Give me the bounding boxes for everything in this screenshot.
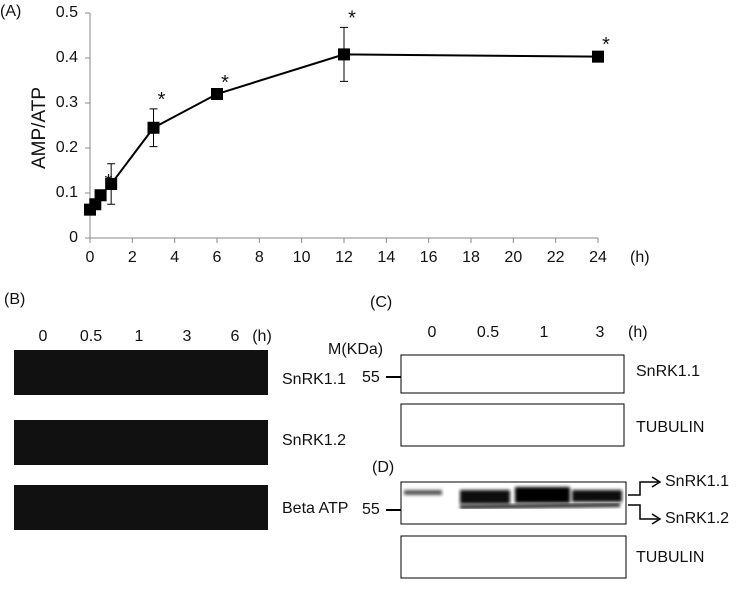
panel-label: (D): [372, 459, 394, 476]
x-tick-label: 6: [213, 249, 222, 266]
y-tick-label: 0.3: [56, 94, 78, 111]
point: [94, 189, 107, 202]
time-label: 6: [231, 328, 240, 345]
row-label: SnRK1.1: [636, 363, 700, 380]
unit-label: (h): [252, 328, 272, 345]
band-label: SnRK1.1: [665, 473, 729, 490]
x-tick-label: 14: [377, 249, 395, 266]
time-label: 3: [183, 328, 192, 345]
unit-label: (h): [628, 324, 648, 341]
time-label: 0.5: [80, 328, 102, 345]
x-tick-label: 22: [547, 249, 565, 266]
marker: 55: [362, 501, 380, 518]
point: [147, 121, 160, 134]
row-label: TUBULIN: [636, 549, 704, 566]
band: [459, 503, 621, 509]
arrow: [628, 481, 658, 520]
marker: 55: [362, 369, 380, 386]
significance: *: [221, 72, 229, 94]
time-label: 0: [428, 324, 437, 341]
time-label: 1: [540, 324, 549, 341]
panel-label: (B): [4, 291, 25, 308]
x-tick-label: 0: [86, 249, 95, 266]
point: [105, 178, 118, 190]
band-label: SnRK1.2: [665, 510, 729, 527]
gel: [14, 350, 268, 395]
y-tick-label: 0.5: [56, 4, 78, 21]
x-tick-label: 16: [420, 249, 438, 266]
x-tick-label: 18: [462, 249, 480, 266]
band: [404, 490, 442, 495]
y-tick-label: 0.1: [56, 184, 78, 201]
band: [572, 490, 622, 502]
x-tick-label: 4: [170, 249, 179, 266]
x-axis-title: (h): [630, 249, 650, 266]
blot: [400, 354, 625, 394]
band: [460, 490, 510, 504]
arrow-head: [651, 476, 662, 525]
point: [211, 88, 223, 100]
marker-title: M(KDa): [328, 341, 383, 358]
row-label: SnRK1.2: [282, 432, 346, 449]
x-tick-label: 8: [255, 249, 264, 266]
row-label: SnRK1.1: [282, 371, 346, 388]
y-tick-label: 0.2: [56, 139, 78, 156]
x-tick-label: 10: [293, 249, 311, 266]
significance: *: [602, 34, 610, 56]
significance: *: [348, 8, 356, 30]
significance: *: [158, 89, 166, 111]
blot: [400, 481, 627, 525]
time-label: 0.5: [477, 324, 499, 341]
time-label: 1: [135, 328, 144, 345]
row-label: TUBULIN: [636, 419, 704, 436]
x-tick-label: 24: [589, 249, 607, 266]
y-axis-title: AMP/ATP: [29, 87, 50, 169]
x-tick-label: 20: [504, 249, 522, 266]
panel-label: (A): [0, 3, 21, 20]
panel-label: (C): [370, 294, 392, 311]
x-tick-label: 12: [335, 249, 353, 266]
time-label: 0: [39, 328, 48, 345]
point: [592, 50, 604, 63]
significance: *: [105, 171, 113, 193]
gel-panels: (B) (C) M(KDa) 55 (D) 55 SnRK1.1 SnRK1.2…: [4, 291, 729, 579]
x-tick-label: 2: [128, 249, 137, 266]
band: [515, 487, 570, 503]
row-label: Beta ATP: [282, 500, 348, 517]
point: [338, 48, 350, 61]
time-label: 3: [596, 324, 605, 341]
y-tick-label: 0: [69, 229, 78, 246]
y-tick-label: 0.4: [56, 49, 78, 66]
